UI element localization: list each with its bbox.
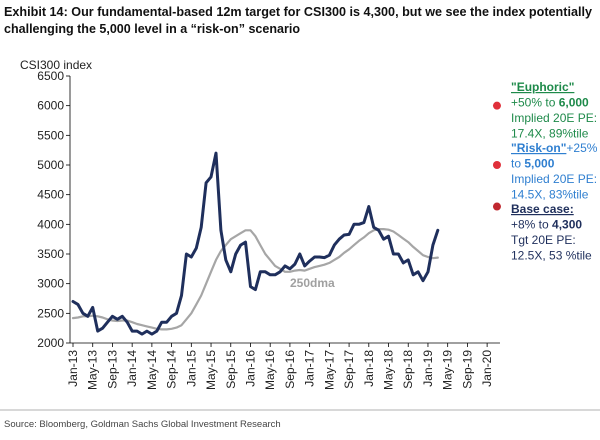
scenario-label-part: 4,300 xyxy=(552,218,582,232)
x-tick-label: Sep-18 xyxy=(401,350,415,389)
scenario-label-part: 14.5X, 83%tile xyxy=(511,188,589,202)
scenario-label-part: "Euphoric" xyxy=(511,80,574,94)
scenario-label: Tgt 20E PE: xyxy=(511,233,576,247)
scenario-target-marker xyxy=(492,101,501,110)
scenario-target-marker xyxy=(492,161,501,169)
scenario-target-marker xyxy=(492,202,501,211)
y-tick-label: 6000 xyxy=(37,99,64,113)
scenario-label-part: Tgt 20E PE: xyxy=(511,233,576,247)
scenario-label: 17.4X, 89%tile xyxy=(511,127,589,141)
chart-title: challenging the 5,000 level in a “risk-o… xyxy=(4,22,300,36)
x-tick-label: Jan-17 xyxy=(303,350,317,387)
y-tick-label: 2000 xyxy=(37,336,64,350)
x-tick-label: Sep-16 xyxy=(283,350,297,389)
scenario-label-part: 6,000 xyxy=(559,96,589,110)
scenario-label: 14.5X, 83%tile xyxy=(511,188,589,202)
scenario-label-part: +8% to xyxy=(511,218,552,232)
y-tick-label: 5000 xyxy=(37,158,64,172)
scenario-label-part: 5,000 xyxy=(524,157,554,171)
y-axis-label: CSI300 index xyxy=(20,58,92,72)
y-tick-label: 4500 xyxy=(37,188,64,202)
scenario-label-part: +50% to xyxy=(511,96,559,110)
x-tick-label: Jan-16 xyxy=(243,350,257,387)
scenario-label-part: 12.5X, 53 %tile xyxy=(511,249,592,263)
source-note: Source: Bloomberg, Goldman Sachs Global … xyxy=(4,419,281,430)
scenario-label-part: to xyxy=(511,157,524,171)
x-tick-label: Jan-13 xyxy=(66,350,80,387)
scenario-label: 12.5X, 53 %tile xyxy=(511,249,592,263)
y-tick-label: 4000 xyxy=(37,217,64,231)
x-tick-label: Jan-20 xyxy=(480,350,494,387)
scenario-label-part: +25% xyxy=(566,141,597,155)
scenario-label-part: 17.4X, 89%tile xyxy=(511,127,589,141)
scenario-label: "Euphoric" xyxy=(511,80,574,94)
x-tick-label: May-19 xyxy=(441,350,455,390)
x-tick-label: May-16 xyxy=(263,350,277,390)
scenario-label: Implied 20E PE: xyxy=(511,111,597,125)
x-tick-label: Sep-19 xyxy=(460,350,474,389)
y-tick-label: 2500 xyxy=(37,306,64,320)
x-tick-label: May-17 xyxy=(322,350,336,390)
chart-title: Exhibit 14: Our fundamental-based 12m ta… xyxy=(4,5,592,19)
x-tick-label: Sep-14 xyxy=(165,350,179,389)
y-tick-label: 3500 xyxy=(37,247,64,261)
moving-average-line xyxy=(71,228,439,331)
scenario-label: to 5,000 xyxy=(511,157,555,171)
index-line xyxy=(71,151,440,336)
x-tick-label: May-14 xyxy=(145,350,159,390)
x-tick-label: Jan-15 xyxy=(184,350,198,387)
x-tick-label: Jan-18 xyxy=(362,350,376,387)
scenario-label-part: Implied 20E PE: xyxy=(511,111,597,125)
scenario-label: Implied 20E PE: xyxy=(511,172,597,186)
x-tick-label: May-18 xyxy=(382,350,396,390)
y-tick-label: 6500 xyxy=(37,69,64,83)
y-tick-label: 3000 xyxy=(37,277,64,291)
x-tick-label: May-15 xyxy=(204,350,218,390)
scenario-label-part: "Risk-on" xyxy=(511,141,566,155)
y-tick-label: 5500 xyxy=(37,128,64,142)
series-label: 250dma xyxy=(290,276,335,290)
scenario-label: +50% to 6,000 xyxy=(511,96,589,110)
x-tick-label: Sep-15 xyxy=(224,350,238,389)
scenario-label-part: Implied 20E PE: xyxy=(511,172,597,186)
x-tick-label: Sep-17 xyxy=(342,350,356,389)
scenario-label: "Risk-on"+25% xyxy=(511,141,598,155)
x-tick-label: Sep-13 xyxy=(105,350,119,389)
scenario-label-part: Base case: xyxy=(511,202,574,216)
x-tick-label: Jan-14 xyxy=(125,350,139,387)
scenario-label: Base case: xyxy=(511,202,574,216)
x-tick-label: May-13 xyxy=(86,350,100,390)
scenario-label: +8% to 4,300 xyxy=(511,218,582,232)
x-tick-label: Jan-19 xyxy=(421,350,435,387)
